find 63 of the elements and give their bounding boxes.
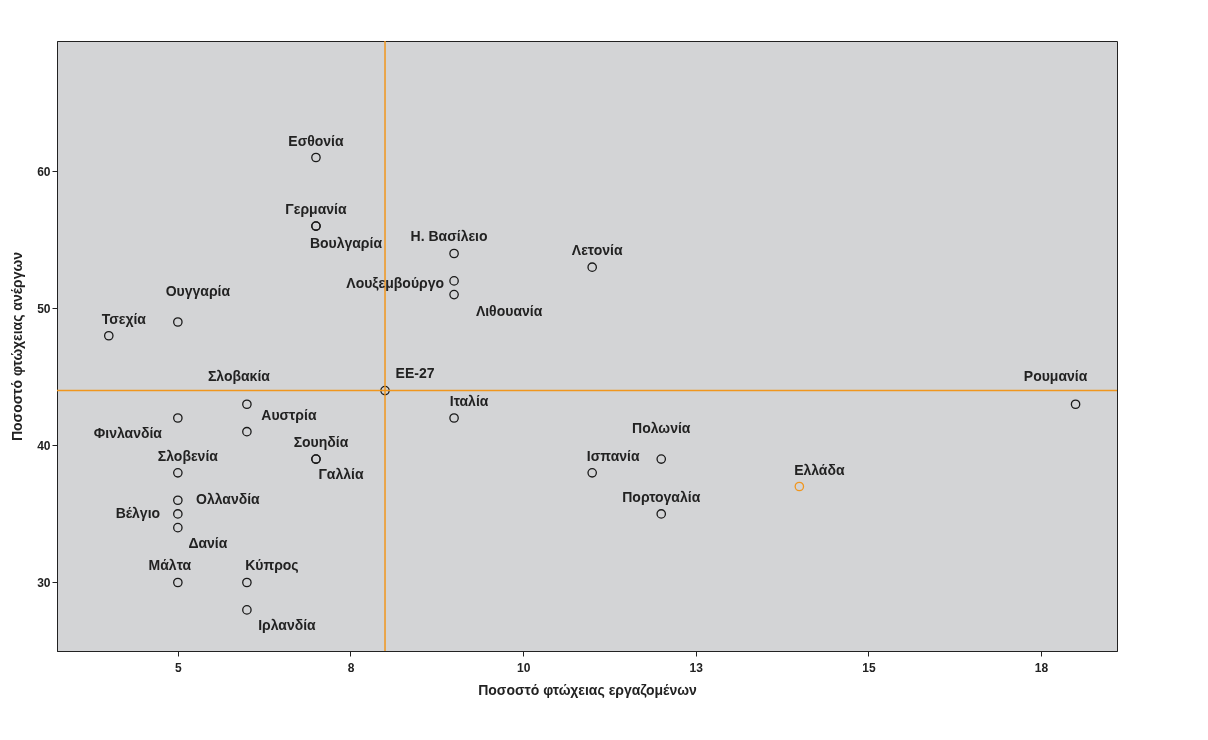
y-tick-label: 30 (37, 575, 51, 590)
point (173, 467, 183, 478)
y-axis-title: Ποσοστό φτώχειας ανέργων (9, 251, 26, 442)
point (173, 495, 183, 506)
point (587, 467, 598, 478)
annotation: ΕΕ-27 (395, 364, 435, 381)
annotation: Ρουμανία (1023, 368, 1088, 385)
annotation: Βέλγιο (115, 504, 161, 521)
annotation: Λιθουανία (475, 302, 543, 319)
annotation: Φινλανδία (93, 424, 163, 441)
annotation: Σλοβακία (207, 368, 271, 385)
annotation: Τσεχία (101, 310, 147, 327)
annotation: Μάλτα (148, 557, 192, 574)
x-tick-label: 8 (347, 660, 355, 675)
x-tick-label: 18 (1034, 660, 1049, 675)
point (103, 330, 114, 341)
point (173, 509, 183, 519)
annotation: Σουηδία (293, 434, 349, 451)
point (449, 289, 459, 300)
x-tick-label: 5 (175, 660, 182, 675)
annotation: Η. Βασίλειο (410, 228, 488, 245)
annotation: Γερμανία (285, 201, 347, 218)
annotation: Αυστρία (261, 406, 317, 423)
annotation: Σλοβενία (157, 447, 219, 464)
point (242, 577, 252, 588)
annotation: Εσθονία (288, 132, 344, 149)
point (380, 385, 390, 396)
y-tick-label: 50 (37, 301, 51, 316)
point (449, 413, 459, 423)
annotation: Ουγγαρία (165, 283, 231, 300)
annotation: Βουλγαρία (309, 235, 383, 252)
point (587, 262, 598, 272)
y-tick-label: 60 (37, 164, 51, 179)
x-tick-label: 13 (689, 660, 704, 675)
annotation: Πολωνία (632, 420, 691, 437)
point (656, 509, 667, 519)
point (242, 426, 252, 437)
point (173, 577, 183, 588)
annotation: Κύπρος (245, 557, 299, 574)
point (173, 317, 183, 327)
x-tick-label: 10 (516, 660, 531, 675)
x-axis-title: Ποσοστό φτώχειας εργαζομένων (478, 681, 698, 698)
point (311, 152, 321, 163)
annotation: Ιταλία (449, 392, 489, 409)
point (449, 276, 459, 286)
annotation: Γαλλία (318, 466, 364, 483)
annotation: Ιρλανδία (258, 616, 317, 633)
point (173, 413, 183, 423)
y-tick-label: 40 (37, 438, 51, 453)
point (1070, 399, 1081, 410)
point (656, 454, 667, 464)
point (242, 605, 252, 615)
annotation: Ολλανδία (196, 491, 261, 508)
annotation: Δανία (188, 534, 228, 551)
annotation: Λετονία (571, 242, 623, 259)
point (449, 248, 459, 259)
point (794, 481, 805, 492)
annotation: Ισπανία (586, 447, 640, 464)
annotation: Ελλάδα (794, 461, 845, 478)
point (173, 522, 183, 533)
annotation: Πορτογαλία (622, 488, 701, 505)
point (242, 399, 252, 410)
x-tick-label: 15 (862, 660, 876, 675)
